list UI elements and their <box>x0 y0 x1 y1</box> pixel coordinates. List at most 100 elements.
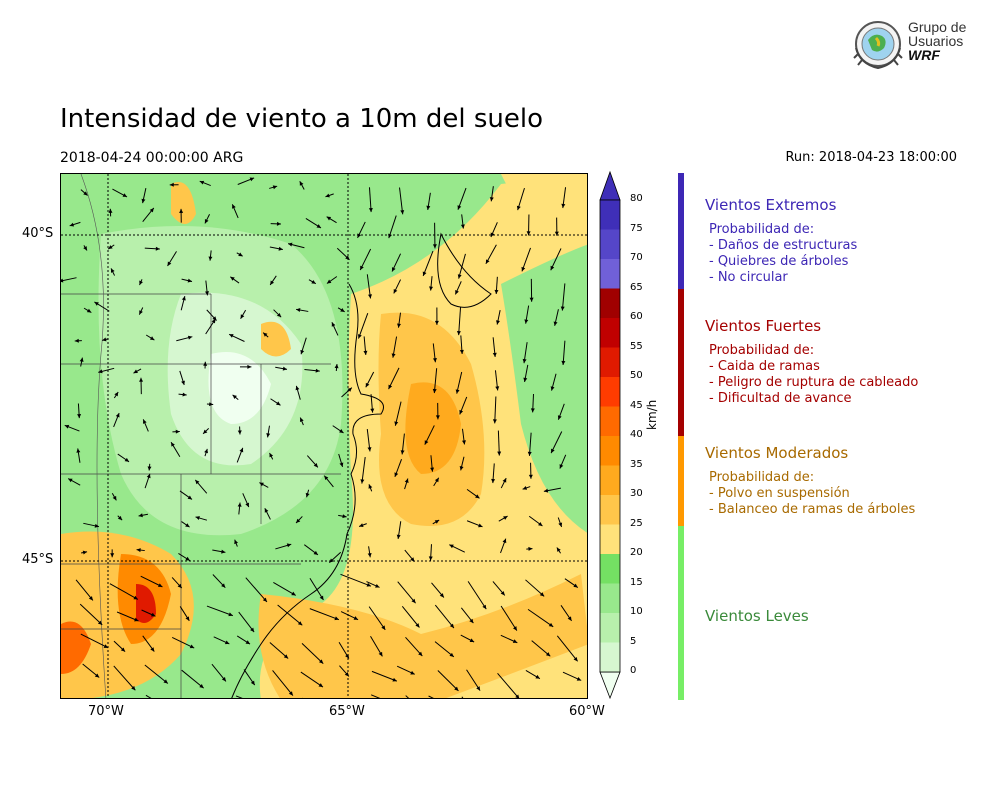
coastline <box>231 283 384 698</box>
wind-arrow-head <box>329 558 334 563</box>
wind-arrow-head <box>496 320 500 325</box>
wind-arrow-head <box>61 278 64 283</box>
category-item: - Balanceo de ramas de árboles <box>709 502 916 517</box>
wind-vectors <box>61 177 582 698</box>
colorbar <box>599 170 621 700</box>
logo-line-3: WRF <box>908 47 940 63</box>
wind-arrow-head <box>282 366 288 371</box>
colorbar-tick-label: 40 <box>630 429 643 440</box>
wind-arrow-shaft <box>521 247 531 272</box>
category-bar-light <box>678 526 684 700</box>
wind-arrow-head <box>339 429 344 433</box>
wind-arrow-head <box>76 448 81 453</box>
wind-arrow-head <box>181 380 185 385</box>
colorbar-tick-label: 20 <box>630 547 643 558</box>
wind-arrow-head <box>103 644 109 648</box>
wind-arrow-head <box>393 288 398 294</box>
wind-arrow-head <box>239 447 244 453</box>
wind-arrow-head <box>185 616 190 621</box>
wind-arrow-shaft <box>405 636 423 657</box>
wind-arrow-head <box>558 522 563 527</box>
wind-arrow-head <box>545 652 551 657</box>
wind-arrow-head <box>457 205 462 210</box>
wind-arrow-head <box>523 377 528 382</box>
wind-arrow-shaft <box>171 636 195 649</box>
lat-label-45: 45°S <box>22 552 54 567</box>
category-item: - Daños de estructuras <box>709 238 858 253</box>
wind-arrow-shaft <box>144 664 169 684</box>
wind-arrow-shaft <box>79 603 103 626</box>
wind-arrow-head <box>324 475 329 481</box>
wind-arrow-head <box>357 334 362 339</box>
wind-arrow-head <box>530 408 535 413</box>
wind-arrow-head <box>315 368 320 373</box>
wind-arrow-head <box>535 674 540 679</box>
wind-arrow-head <box>410 670 415 675</box>
wind-arrow-head <box>211 318 216 324</box>
wind-arrow-head <box>286 543 292 548</box>
category-title: Vientos Moderados <box>705 444 849 462</box>
wind-arrow-head <box>334 364 339 369</box>
wind-arrow-shaft <box>401 606 420 628</box>
wind-arrow-head <box>313 463 318 468</box>
wind-arrow-head <box>102 337 107 342</box>
wind-arrow-shaft <box>527 608 554 628</box>
wind-arrow-head <box>318 659 324 664</box>
wind-arrow-head <box>430 467 435 472</box>
wind-arrow-head <box>404 478 409 483</box>
wind-arrow-head <box>134 617 139 622</box>
colorbar-tick-label: 15 <box>630 576 643 588</box>
category-heading: Probabilidad de: <box>709 343 815 358</box>
wind-arrow-head <box>283 654 289 659</box>
wind-arrow-head <box>522 358 527 364</box>
wind-arrow-head <box>326 216 332 221</box>
wind-arrow-head <box>475 494 480 499</box>
wind-arrow-shaft <box>273 582 296 596</box>
wind-arrow-head <box>88 596 93 601</box>
category-item: - Peligro de ruptura de cableado <box>709 375 919 390</box>
wind-arrow-shaft <box>437 670 459 692</box>
wind-arrow-head <box>108 245 113 250</box>
wind-arrow-head <box>435 415 440 420</box>
wind-arrow-head <box>469 638 475 642</box>
wind-arrow-head <box>567 616 572 621</box>
wind-arrow-head <box>238 252 243 257</box>
globe-seal-icon <box>853 21 903 70</box>
category-item: - Dificultad de avance <box>709 391 852 406</box>
wind-arrow-head <box>360 479 365 484</box>
wind-arrow-head <box>97 620 103 625</box>
wind-arrow-head <box>149 336 155 341</box>
colorbar-bin <box>600 229 620 259</box>
category-title: Vientos Leves <box>705 607 809 625</box>
wind-arrow-shaft <box>422 250 434 277</box>
colorbar-bin <box>600 613 620 643</box>
wind-arrow-head <box>334 616 339 621</box>
wind-arrow-head <box>432 244 437 249</box>
wind-arrow-head <box>94 673 100 678</box>
wind-arrow-head <box>146 473 151 479</box>
wind-arrow-shaft <box>497 673 520 698</box>
wind-arrow-head <box>169 182 174 187</box>
wind-arrow-head <box>363 350 368 355</box>
wind-arrow-shaft <box>433 368 438 394</box>
wind-arrow-head <box>175 429 180 434</box>
wind-arrow-head <box>359 523 364 527</box>
wind-arrow-head <box>428 556 433 561</box>
wind-arrow-head <box>250 680 255 686</box>
wind-arrow-head <box>155 246 160 251</box>
wind-arrow-shaft <box>550 248 562 271</box>
wind-arrow-head <box>345 255 350 260</box>
wind-arrow-head <box>538 522 543 527</box>
lon-label-70: 70°W <box>88 704 124 719</box>
wind-arrow-head <box>515 694 520 698</box>
wind-arrow-head <box>185 556 190 561</box>
colorbar-tick-label: 5 <box>630 635 637 647</box>
wind-arrow-head <box>415 623 420 628</box>
wind-arrow-head <box>278 246 283 251</box>
colorbar-tick-label: 70 <box>630 252 643 263</box>
wind-arrow-head <box>295 385 300 391</box>
wind-field-svg <box>61 174 587 698</box>
wind-arrow-head <box>224 640 230 645</box>
wind-arrow-shaft <box>245 577 268 603</box>
wind-arrow-head <box>74 338 79 343</box>
